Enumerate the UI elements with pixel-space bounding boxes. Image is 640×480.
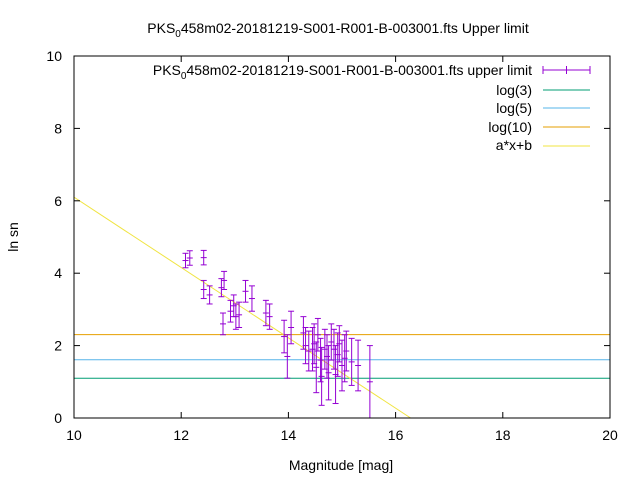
x-tick-label: 20	[602, 427, 618, 443]
plot-frame	[73, 55, 611, 419]
data-point	[328, 323, 335, 361]
chart-title-rest: 458m02-20181219-S001-R001-B-003001.fts U…	[181, 20, 529, 36]
legend-label-log5: log(5)	[496, 100, 532, 116]
data-point	[305, 330, 312, 372]
data-point	[266, 303, 273, 330]
legend-label-log3: log(3)	[496, 82, 532, 98]
data-point	[339, 339, 345, 392]
y-tick-label: 4	[54, 265, 62, 281]
x-tick-label: 14	[281, 427, 297, 443]
data-point	[288, 310, 295, 345]
data-point	[221, 270, 228, 290]
data-point	[262, 299, 269, 327]
legend-label-fit-line: a*x+b	[496, 137, 532, 153]
legend-label-log10: log(10)	[488, 119, 532, 135]
fit-line	[74, 196, 411, 418]
data-point	[220, 312, 227, 336]
data-point	[200, 249, 207, 266]
data-point	[314, 317, 321, 352]
data-point	[343, 330, 350, 372]
data-point	[318, 346, 325, 406]
legend-keys	[542, 66, 591, 147]
data-point	[206, 285, 213, 305]
y-tick-label: 10	[46, 48, 62, 64]
data-point	[200, 279, 207, 300]
data-point	[330, 328, 337, 370]
legend-label-subscript: 0	[181, 71, 187, 82]
chart-title-prefix: PKS	[147, 20, 175, 36]
chart-title: PKS0458m02-20181219-S001-R001-B-003001.f…	[147, 20, 529, 40]
plot-content	[74, 196, 610, 418]
y-tick-label: 2	[54, 338, 62, 354]
data-point	[227, 299, 234, 323]
data-point	[242, 279, 249, 303]
data-point	[284, 334, 291, 379]
x-tick-label: 12	[173, 427, 189, 443]
data-point	[302, 327, 309, 365]
data-point	[186, 250, 193, 266]
y-tick-label: 0	[54, 410, 62, 426]
x-tick-label: 18	[495, 427, 511, 443]
chart-title-subscript: 0	[175, 29, 181, 40]
axis-ticks: 10 12 14 16 18 20 0 2 4 6 8 10	[46, 48, 618, 443]
data-point	[336, 325, 343, 363]
x-axis-label: Magnitude [mag]	[289, 457, 393, 473]
data-point	[325, 345, 332, 401]
legend-label-prefix: PKS	[153, 62, 181, 78]
y-axis-label: ln sn	[5, 222, 21, 252]
data-point	[317, 337, 324, 383]
legend-label-upper-limit: PKS0458m02-20181219-S001-R001-B-003001.f…	[153, 62, 532, 82]
data-point	[218, 278, 225, 298]
data-point	[236, 301, 243, 328]
data-point	[355, 339, 362, 392]
data-point	[366, 345, 373, 418]
data-point	[348, 337, 355, 386]
x-tick-label: 10	[66, 427, 82, 443]
y-tick-label: 6	[54, 193, 62, 209]
data-point	[182, 252, 189, 269]
data-point	[281, 319, 288, 354]
data-point	[248, 285, 255, 312]
x-tick-label: 16	[388, 427, 404, 443]
legend-label-rest: 458m02-20181219-S001-R001-B-003001.fts u…	[186, 62, 532, 78]
data-point	[232, 303, 239, 330]
y-tick-label: 8	[54, 120, 62, 136]
legend: PKS0458m02-20181219-S001-R001-B-003001.f…	[153, 62, 591, 153]
